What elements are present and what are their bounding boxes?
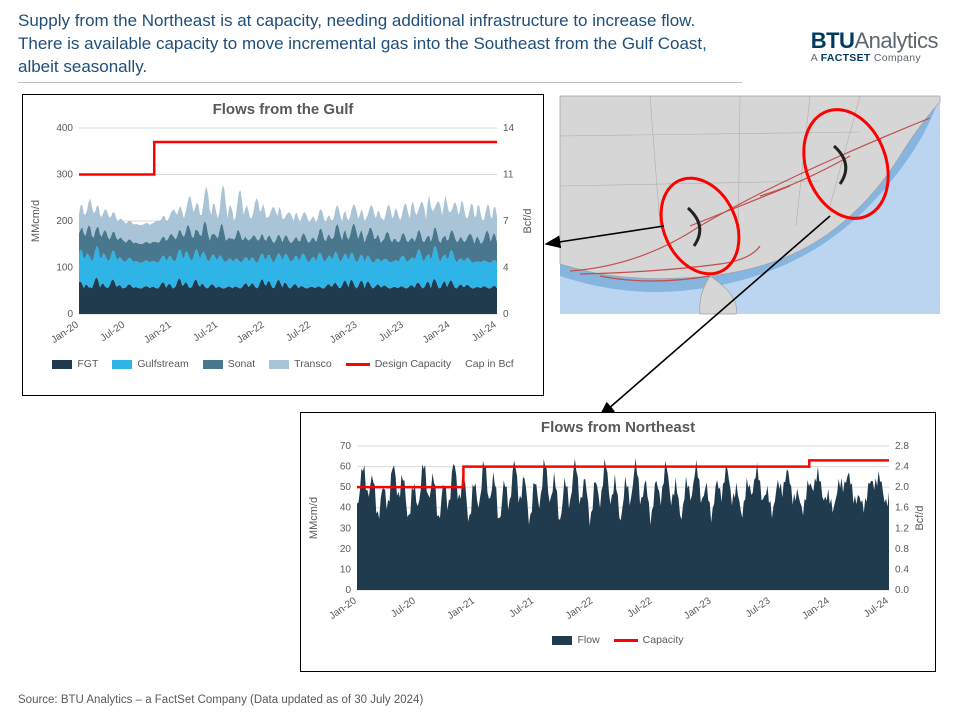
svg-text:Jul-24: Jul-24 (862, 595, 891, 620)
svg-text:MMcm/d: MMcm/d (30, 200, 42, 242)
svg-text:1.6: 1.6 (895, 503, 909, 514)
svg-text:20: 20 (340, 544, 352, 555)
svg-text:300: 300 (56, 170, 73, 181)
gulf-chart-title: Flows from the Gulf (23, 101, 543, 118)
divider (18, 82, 742, 83)
svg-text:0: 0 (67, 309, 73, 320)
svg-text:100: 100 (56, 263, 73, 274)
legend-item: Cap in Bcf (465, 358, 513, 370)
northeast-chart-panel: Flows from Northeast 0 10 20 30 40 50 60 70 0.0 0… (300, 412, 936, 672)
svg-text:60: 60 (340, 462, 352, 473)
svg-text:2.8: 2.8 (895, 441, 909, 452)
svg-text:Jul-23: Jul-23 (744, 595, 773, 620)
legend-item: FGT (52, 358, 98, 370)
legend-item: Gulfstream (112, 358, 188, 370)
svg-text:1.2: 1.2 (895, 523, 909, 534)
legend-item: Sonat (203, 358, 255, 370)
svg-text:Jan-21: Jan-21 (142, 319, 174, 346)
svg-text:Jul-20: Jul-20 (389, 595, 418, 620)
legend-item: Design Capacity (346, 358, 451, 370)
svg-text:Jan-20: Jan-20 (49, 319, 81, 346)
header-text: Supply from the Northeast is at capacity… (18, 10, 718, 79)
svg-text:Jan-22: Jan-22 (235, 319, 267, 346)
svg-text:4: 4 (503, 263, 509, 274)
ne-legend: Flow Capacity (301, 634, 935, 652)
svg-text:10: 10 (340, 564, 352, 575)
svg-text:30: 30 (340, 523, 352, 534)
map-region (560, 96, 940, 314)
svg-text:14: 14 (503, 123, 515, 134)
svg-text:Bcf/d: Bcf/d (914, 505, 926, 530)
svg-text:Jul-23: Jul-23 (377, 319, 406, 344)
svg-text:0: 0 (345, 585, 351, 596)
svg-text:Jul-22: Jul-22 (626, 595, 655, 620)
legend-item: Transco (269, 358, 332, 370)
ne-chart-title: Flows from Northeast (301, 419, 935, 436)
svg-text:Jan-21: Jan-21 (446, 595, 478, 622)
svg-text:Jan-24: Jan-24 (421, 319, 453, 346)
svg-text:Jul-22: Jul-22 (284, 319, 313, 344)
svg-text:2.4: 2.4 (895, 462, 909, 473)
gulf-legend: FGT Gulfstream Sonat Transco Design Capacity… (23, 358, 543, 376)
svg-text:0.8: 0.8 (895, 544, 909, 555)
source-text: Source: BTU Analytics – a FactSet Compan… (18, 694, 423, 706)
svg-text:Jul-21: Jul-21 (191, 319, 220, 344)
svg-text:2.0: 2.0 (895, 482, 909, 493)
svg-text:400: 400 (56, 123, 73, 134)
svg-text:Jan-24: Jan-24 (800, 595, 832, 622)
svg-text:0.0: 0.0 (895, 585, 909, 596)
svg-text:Jan-23: Jan-23 (682, 595, 714, 622)
svg-text:40: 40 (340, 503, 352, 514)
svg-text:Jan-23: Jan-23 (328, 319, 360, 346)
legend-item: Flow (552, 634, 599, 646)
svg-text:Jan-20: Jan-20 (327, 595, 359, 622)
svg-text:MMcm/d: MMcm/d (308, 497, 320, 539)
svg-text:Jul-20: Jul-20 (99, 319, 128, 344)
legend-item: Capacity (614, 634, 684, 646)
svg-text:50: 50 (340, 482, 352, 493)
svg-text:Jul-24: Jul-24 (470, 319, 499, 344)
svg-text:7: 7 (503, 216, 509, 227)
logo: BTUAnalytics A FACTSET Company (811, 28, 938, 64)
svg-text:Jul-21: Jul-21 (507, 595, 536, 620)
svg-text:0.4: 0.4 (895, 564, 909, 575)
svg-text:Jan-22: Jan-22 (564, 595, 596, 622)
svg-text:200: 200 (56, 216, 73, 227)
svg-text:0: 0 (503, 309, 509, 320)
svg-text:11: 11 (503, 170, 514, 181)
svg-text:Bcf/d: Bcf/d (522, 208, 534, 233)
svg-text:70: 70 (340, 441, 352, 452)
gulf-chart-panel: Flows from the Gulf 0 100 200 300 400 0 4 7 11 14… (22, 94, 544, 396)
